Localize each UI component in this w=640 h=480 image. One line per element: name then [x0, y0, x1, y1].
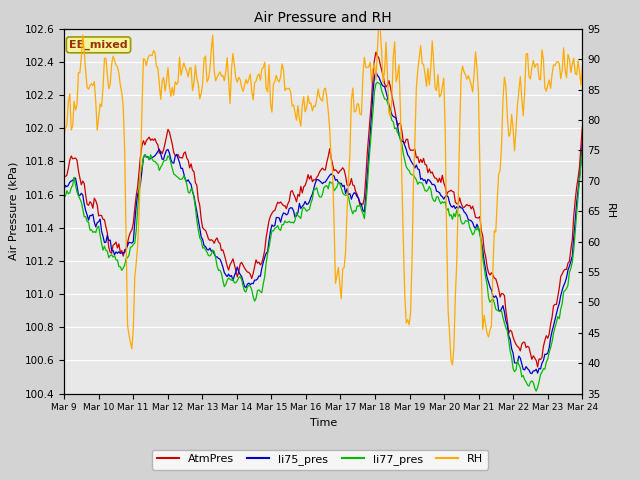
AtmPres: [124, 240, 131, 246]
RH: [124, 322, 131, 328]
AtmPres: [287, 189, 294, 194]
li77_pres: [232, 280, 239, 286]
li77_pres: [124, 255, 131, 261]
Y-axis label: Air Pressure (kPa): Air Pressure (kPa): [9, 162, 19, 260]
li77_pres: [60, 193, 68, 199]
X-axis label: Time: Time: [310, 418, 337, 428]
li75_pres: [372, 68, 380, 74]
Line: RH: RH: [64, 23, 582, 365]
li75_pres: [60, 187, 68, 193]
AtmPres: [232, 268, 239, 274]
li75_pres: [552, 311, 560, 316]
AtmPres: [552, 301, 560, 307]
li77_pres: [579, 147, 586, 153]
li77_pres: [552, 320, 560, 325]
AtmPres: [372, 49, 380, 55]
li77_pres: [214, 267, 222, 273]
li77_pres: [241, 288, 248, 294]
li75_pres: [124, 243, 131, 249]
RH: [449, 362, 456, 368]
li75_pres: [232, 269, 239, 275]
li77_pres: [374, 79, 381, 85]
RH: [241, 83, 248, 88]
Line: li75_pres: li75_pres: [64, 71, 582, 373]
li77_pres: [532, 388, 540, 394]
Y-axis label: RH: RH: [604, 203, 614, 219]
AtmPres: [579, 124, 586, 130]
Line: AtmPres: AtmPres: [64, 52, 582, 367]
li75_pres: [241, 284, 248, 289]
li75_pres: [528, 371, 536, 376]
RH: [579, 62, 586, 68]
AtmPres: [60, 174, 68, 180]
li75_pres: [287, 205, 294, 211]
li75_pres: [579, 140, 586, 146]
RH: [232, 75, 239, 81]
li75_pres: [214, 255, 222, 261]
AtmPres: [534, 364, 541, 370]
Line: li77_pres: li77_pres: [64, 82, 582, 391]
li77_pres: [287, 220, 294, 226]
Text: EE_mixed: EE_mixed: [69, 40, 128, 50]
RH: [375, 20, 383, 25]
Title: Air Pressure and RH: Air Pressure and RH: [254, 11, 392, 25]
RH: [214, 72, 222, 77]
RH: [60, 131, 68, 137]
AtmPres: [241, 265, 248, 271]
Legend: AtmPres, li75_pres, li77_pres, RH: AtmPres, li75_pres, li77_pres, RH: [152, 450, 488, 469]
RH: [287, 89, 294, 95]
RH: [552, 60, 560, 65]
AtmPres: [214, 240, 222, 245]
